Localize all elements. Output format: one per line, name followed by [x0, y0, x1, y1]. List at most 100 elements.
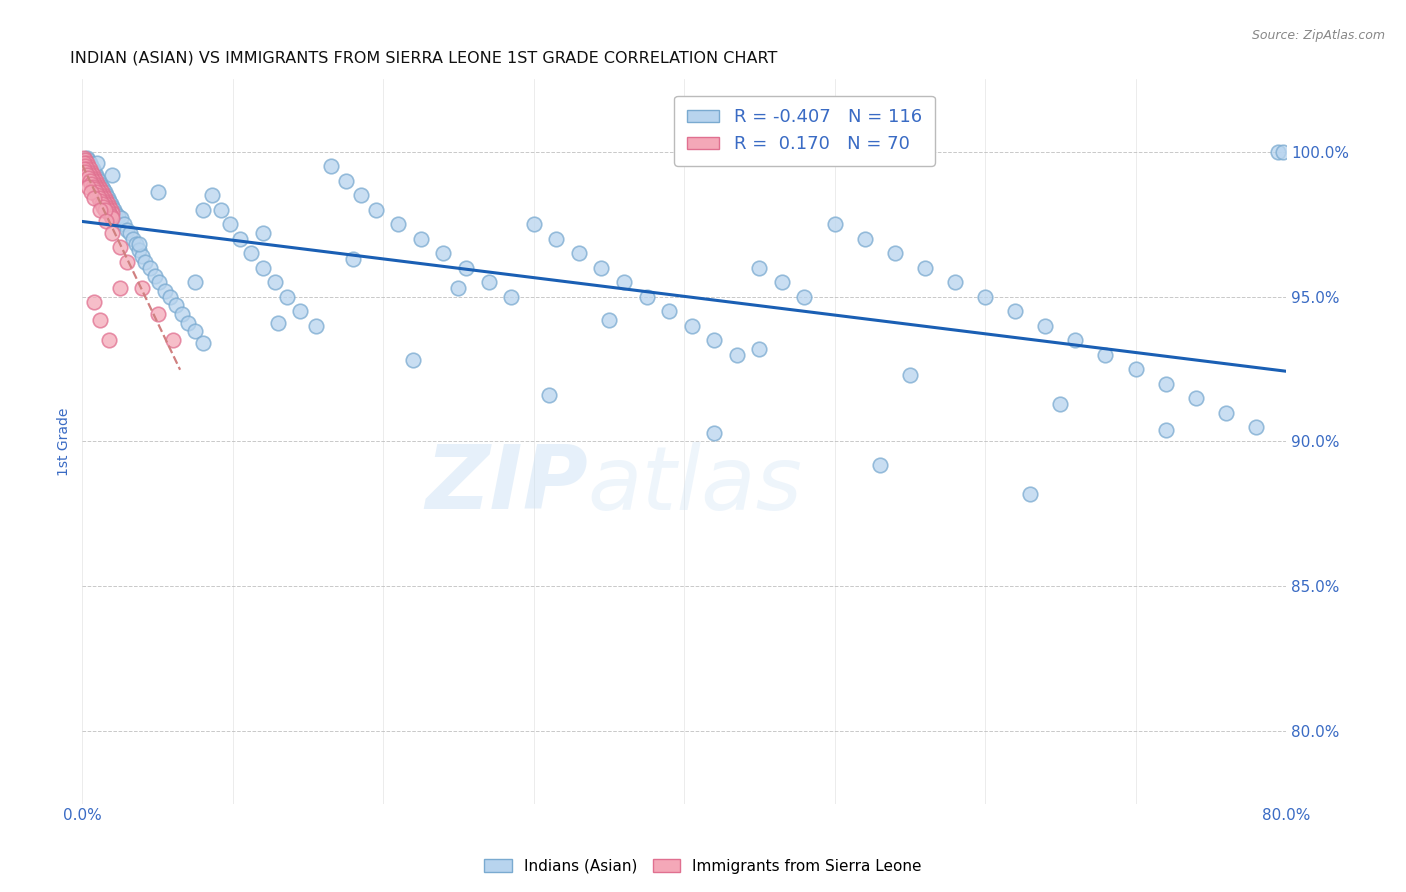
Point — [86, 182, 108, 196]
Point — [101, 205, 124, 219]
Point — [120, 226, 142, 240]
Point — [201, 188, 224, 202]
Point — [76, 156, 98, 170]
Point — [97, 197, 120, 211]
Text: Source: ZipAtlas.com: Source: ZipAtlas.com — [1251, 29, 1385, 42]
Point — [148, 275, 170, 289]
Point — [108, 281, 131, 295]
Point — [80, 177, 103, 191]
Point — [1064, 333, 1087, 347]
Point — [162, 333, 184, 347]
Point — [537, 388, 560, 402]
Point — [146, 307, 169, 321]
Point — [1125, 362, 1147, 376]
Point — [191, 202, 214, 217]
Point — [75, 159, 97, 173]
Point — [79, 162, 101, 177]
Point — [84, 179, 107, 194]
Point — [134, 255, 156, 269]
Point — [218, 217, 240, 231]
Point — [84, 186, 107, 200]
Point — [943, 275, 966, 289]
Point — [76, 168, 98, 182]
Point — [82, 174, 104, 188]
Point — [184, 275, 207, 289]
Point — [523, 217, 546, 231]
Point — [402, 353, 425, 368]
Point — [131, 249, 153, 263]
Point — [86, 156, 108, 170]
Point — [77, 165, 100, 179]
Point — [290, 304, 312, 318]
Point — [454, 260, 477, 275]
Point — [898, 368, 921, 382]
Point — [364, 202, 387, 217]
Point — [77, 179, 100, 194]
Point — [112, 217, 135, 231]
Point — [77, 159, 100, 173]
Point — [143, 269, 166, 284]
Point — [342, 252, 364, 266]
Legend: R = -0.407   N = 116, R =  0.170   N = 70: R = -0.407 N = 116, R = 0.170 N = 70 — [675, 95, 935, 166]
Point — [89, 177, 111, 191]
Point — [276, 290, 298, 304]
Point — [110, 211, 132, 226]
Point — [681, 318, 703, 333]
Point — [86, 170, 108, 185]
Point — [239, 246, 262, 260]
Point — [93, 200, 115, 214]
Point — [1271, 145, 1294, 159]
Point — [725, 348, 748, 362]
Point — [636, 290, 658, 304]
Point — [73, 162, 96, 177]
Point — [89, 313, 111, 327]
Point — [84, 168, 107, 182]
Point — [94, 186, 117, 200]
Point — [90, 186, 112, 200]
Point — [83, 182, 105, 196]
Point — [103, 202, 125, 217]
Point — [84, 174, 107, 188]
Point — [1154, 423, 1177, 437]
Point — [319, 159, 342, 173]
Point — [128, 237, 150, 252]
Point — [89, 202, 111, 217]
Point — [108, 240, 131, 254]
Point — [83, 165, 105, 179]
Point — [104, 205, 127, 219]
Point — [613, 275, 636, 289]
Point — [1267, 145, 1289, 159]
Point — [86, 188, 108, 202]
Point — [98, 333, 121, 347]
Point — [703, 425, 725, 440]
Point — [83, 170, 105, 185]
Point — [101, 211, 124, 226]
Point — [170, 307, 193, 321]
Point — [409, 232, 432, 246]
Point — [1033, 318, 1056, 333]
Point — [335, 174, 357, 188]
Point — [131, 281, 153, 295]
Point — [87, 174, 110, 188]
Point — [350, 188, 373, 202]
Point — [76, 151, 98, 165]
Point — [80, 186, 103, 200]
Point — [77, 153, 100, 168]
Point — [153, 284, 176, 298]
Point — [94, 191, 117, 205]
Point — [90, 191, 112, 205]
Point — [1154, 376, 1177, 391]
Point — [98, 194, 121, 208]
Point — [1215, 405, 1237, 419]
Point — [89, 188, 111, 202]
Point — [883, 246, 905, 260]
Point — [748, 260, 770, 275]
Point — [139, 260, 162, 275]
Point — [387, 217, 409, 231]
Point — [914, 260, 936, 275]
Point — [252, 226, 274, 240]
Point — [98, 200, 121, 214]
Point — [96, 194, 118, 208]
Point — [97, 191, 120, 205]
Point — [93, 182, 115, 196]
